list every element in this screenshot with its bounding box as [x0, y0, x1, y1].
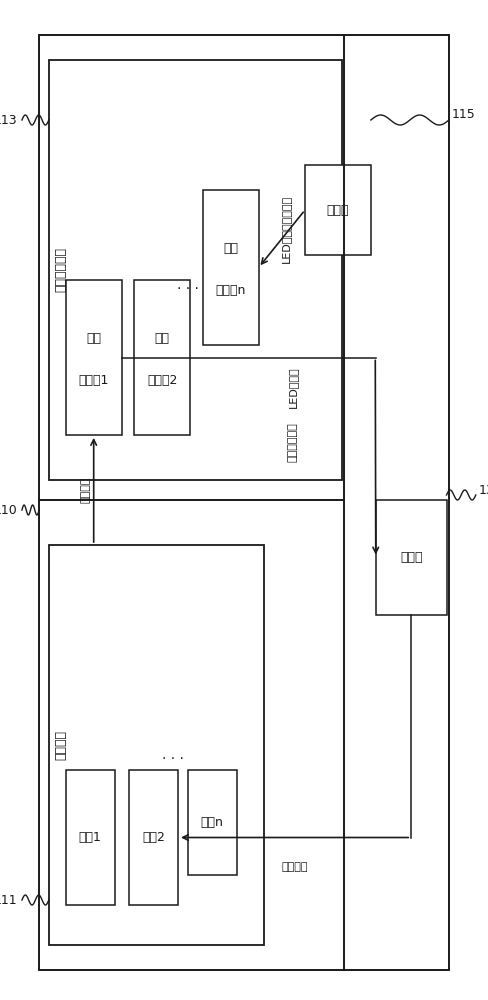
Text: 客户端: 客户端 [400, 551, 423, 564]
Bar [49, 545, 264, 945]
Text: 算法: 算法 [155, 332, 170, 345]
Text: 数据库: 数据库 [326, 204, 349, 217]
Text: 分类1: 分类1 [79, 831, 102, 844]
Text: 13: 13 [478, 484, 488, 496]
Text: 分类模块: 分类模块 [55, 730, 67, 760]
Bar [66, 280, 122, 435]
Text: . . .: . . . [177, 278, 199, 292]
Bar [134, 280, 190, 435]
Text: 110: 110 [0, 504, 17, 516]
Bar [66, 770, 115, 905]
Text: 子模块n: 子模块n [215, 284, 246, 297]
Bar [188, 770, 237, 875]
Text: . . .: . . . [163, 748, 184, 762]
Bar [376, 500, 447, 615]
Bar [305, 165, 371, 255]
Text: LED显示屏关联数据: LED显示屏关联数据 [281, 195, 290, 263]
Text: 113: 113 [0, 113, 17, 126]
Text: 分类n: 分类n [201, 816, 224, 829]
Bar [49, 60, 342, 480]
Text: 111: 111 [0, 894, 17, 906]
Text: 选择操作: 选择操作 [282, 862, 308, 872]
Text: 分类结果数据: 分类结果数据 [288, 423, 298, 462]
Text: 115: 115 [451, 108, 475, 121]
Text: LED显示屏: LED显示屏 [288, 367, 298, 408]
Text: 子模块1: 子模块1 [79, 374, 109, 387]
Text: 子模块2: 子模块2 [147, 374, 178, 387]
Bar [39, 35, 449, 970]
Text: 分析算法模块: 分析算法模块 [55, 247, 67, 292]
Bar [203, 190, 259, 345]
Text: 算法: 算法 [86, 332, 102, 345]
Text: 算法: 算法 [223, 242, 238, 255]
Text: 分类请求: 分类请求 [81, 477, 90, 503]
Bar [129, 770, 178, 905]
Text: 分类2: 分类2 [142, 831, 165, 844]
